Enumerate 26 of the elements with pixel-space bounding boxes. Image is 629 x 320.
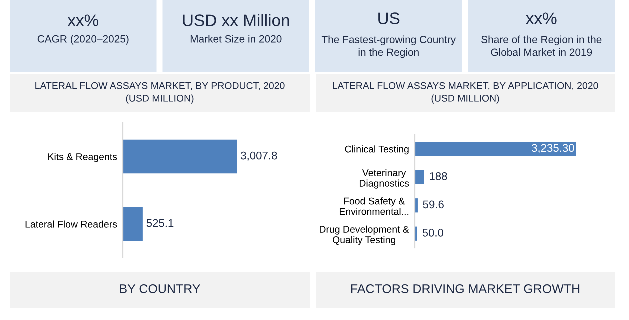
y-tick-label: Drug Development & Quality Testing	[320, 226, 410, 246]
text: US	[378, 12, 400, 24]
bar	[415, 142, 576, 156]
text: CAGR (2020–2025)	[38, 35, 129, 45]
y-tick-label: Clinical Testing	[345, 146, 409, 155]
y-tick-label: Kits & Reagents	[48, 153, 118, 162]
chart-title: LATERAL FLOW ASSAYS MARKET, BY PRODUCT, 2020 (USD MILLION)	[36, 82, 285, 104]
data-label: 59.6	[423, 200, 444, 209]
text: The Fastest-growing Country in the Region	[322, 36, 456, 58]
chart-title: LATERAL FLOW ASSAYS MARKET, BY APPLICATION, 2020 (USD MILLION)	[333, 82, 598, 104]
data-label: 3,007.8	[241, 152, 278, 162]
text: xx%	[68, 14, 99, 26]
text: xx%	[526, 12, 557, 24]
text: BY COUNTRY	[120, 284, 200, 294]
text: USD xx Million	[183, 14, 290, 26]
text: FACTORS DRIVING MARKET GROWTH	[351, 284, 580, 294]
data-label: 50.0	[422, 228, 444, 237]
y-tick-label: Lateral Flow Readers	[26, 220, 118, 228]
data-label: 3,235.30	[532, 144, 574, 154]
data-label: 525.1	[146, 219, 174, 228]
text: Share of the Region in the Global Market in 2019	[482, 36, 602, 56]
y-tick-label: Veterinary Diagnostics	[360, 169, 410, 189]
text: Market Size in 2020	[190, 35, 282, 43]
y-tick-label: Food Safety & Environmental...	[340, 198, 409, 216]
data-label: 188	[430, 172, 448, 180]
bar	[415, 170, 424, 184]
